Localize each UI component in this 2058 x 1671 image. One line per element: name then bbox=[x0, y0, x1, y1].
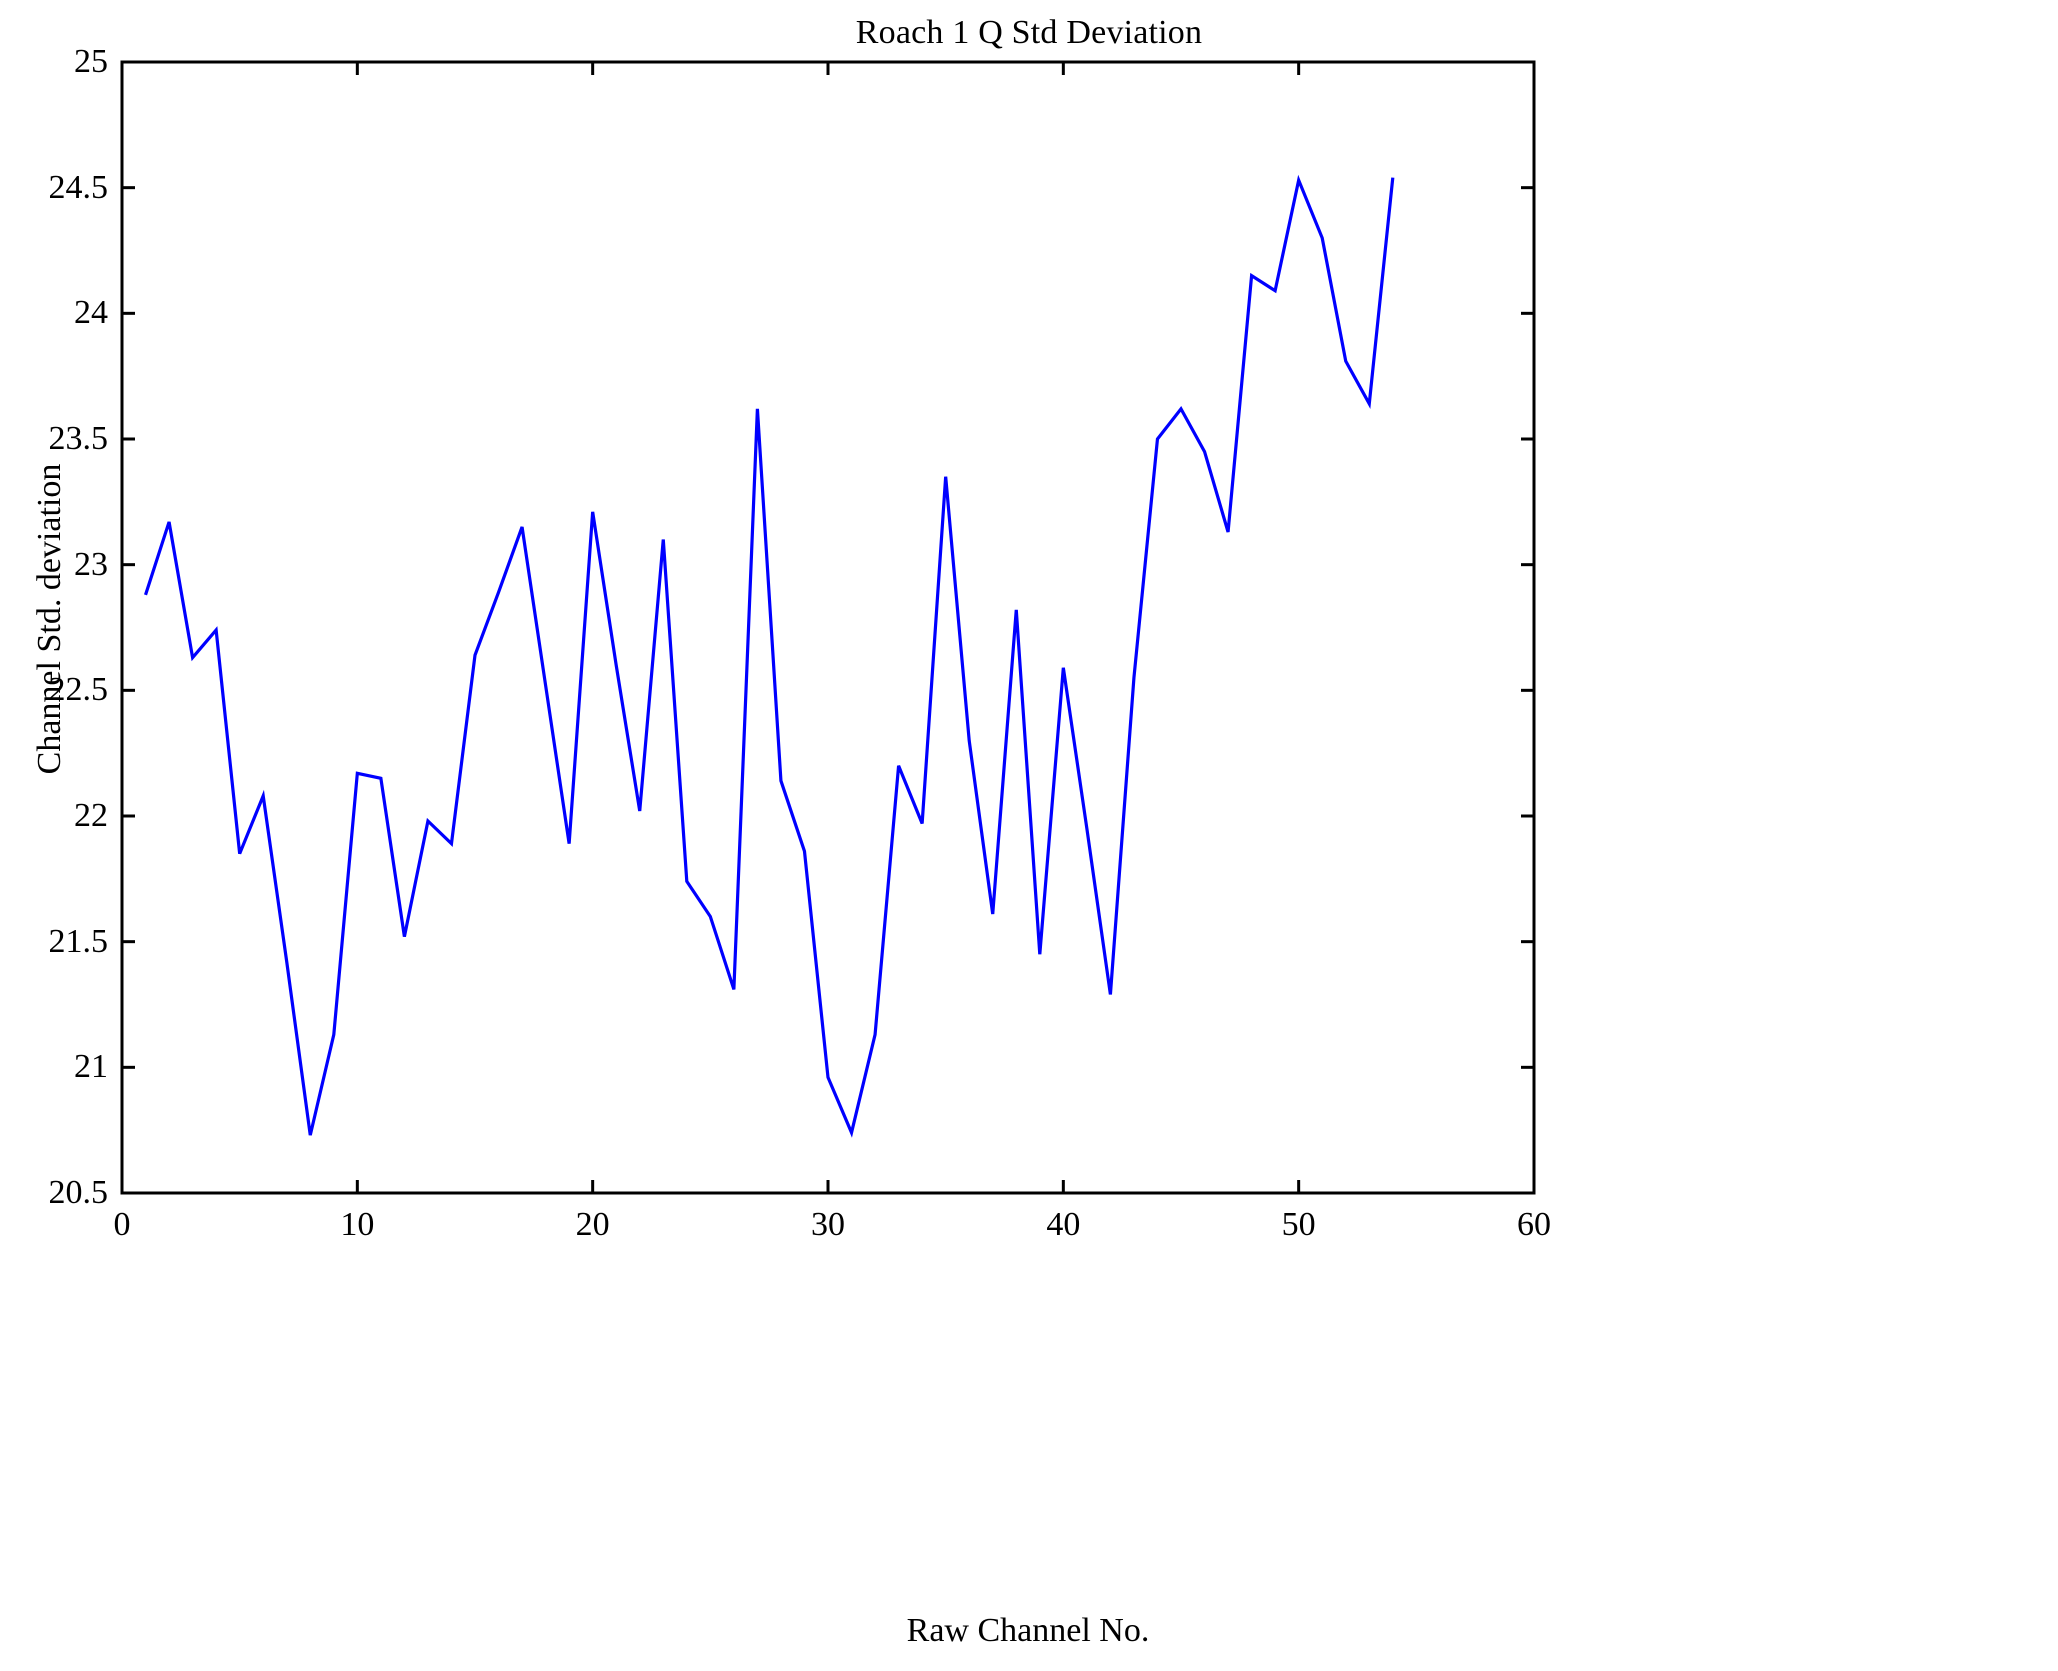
data-series-line bbox=[144, 174, 1395, 1138]
y-tick-label: 22 bbox=[74, 797, 108, 834]
y-tick-label: 20.5 bbox=[48, 1174, 109, 1211]
y-tick-label: 23.5 bbox=[48, 420, 109, 457]
x-tick-label: 40 bbox=[1046, 1206, 1081, 1243]
y-tick-label: 24 bbox=[74, 294, 108, 332]
chart-title: Roach 1 Q Std Deviation bbox=[855, 14, 1203, 51]
x-tick-label: 30 bbox=[811, 1206, 845, 1243]
x-tick-label: 10 bbox=[340, 1206, 375, 1243]
y-axis-tick-labels: 20.5 21 21.5 22 22.5 23 23.5 24 24.5 25 bbox=[0, 43, 109, 1211]
tick-marks bbox=[120, 60, 1536, 1195]
y-tick-label: 23 bbox=[74, 545, 108, 583]
x-tick-label: 0 bbox=[113, 1206, 131, 1243]
x-tick-label: 60 bbox=[1517, 1206, 1551, 1243]
x-tick-label: 50 bbox=[1281, 1206, 1316, 1243]
plot-svg bbox=[120, 60, 1536, 1195]
y-tick-label: 22.5 bbox=[48, 671, 109, 709]
y-tick-label: 25 bbox=[74, 43, 108, 80]
x-axis-label: Raw Channel No. bbox=[906, 1612, 1150, 1649]
y-tick-label: 24.5 bbox=[48, 168, 109, 206]
plot-area bbox=[120, 60, 1536, 1195]
x-tick-label: 20 bbox=[575, 1206, 610, 1243]
y-tick-label: 21 bbox=[74, 1048, 108, 1086]
y-tick-label: 21.5 bbox=[48, 922, 109, 960]
x-axis-tick-labels: 0 10 20 30 40 50 60 bbox=[114, 1206, 1934, 1252]
